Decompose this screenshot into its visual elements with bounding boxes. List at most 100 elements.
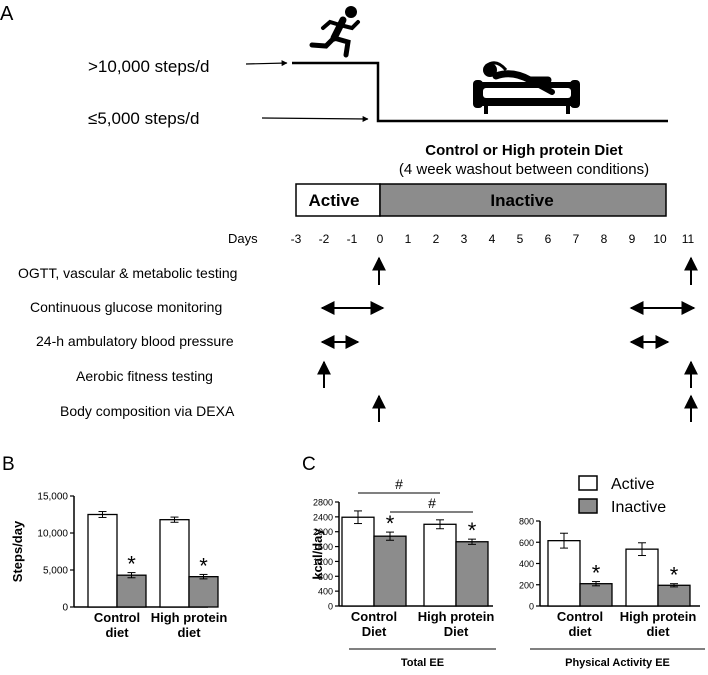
bar-inactive — [373, 535, 407, 607]
y-tick-label: 200 — [519, 580, 534, 590]
active-period-box — [295, 183, 381, 217]
test-label: Aerobic fitness testing — [76, 368, 213, 384]
y-tick-label: 5,000 — [43, 566, 68, 577]
bar-inactive — [116, 574, 147, 608]
legend-active-label: Active — [611, 476, 655, 493]
y-axis-label: Steps/day — [10, 520, 25, 582]
day-tick-label: 2 — [433, 232, 440, 246]
person-on-couch-icon — [473, 61, 580, 114]
y-tick-label: 800 — [318, 572, 333, 582]
day-tick-label: 10 — [653, 232, 667, 246]
test-label: Body composition via DEXA — [60, 403, 235, 419]
y-tick-label: 1600 — [313, 542, 333, 552]
day-tick-label: 8 — [601, 232, 608, 246]
diet-title: Control or High protein Diet — [425, 142, 622, 159]
high-steps-label: >10,000 steps/d — [88, 57, 209, 76]
high-steps-arrow — [245, 60, 288, 67]
bar-inactive — [188, 576, 219, 608]
y-tick-label: 10,000 — [37, 529, 68, 540]
y-tick-label: 1200 — [313, 557, 333, 567]
bar-inactive — [657, 584, 691, 607]
category-label: High protein — [418, 609, 495, 624]
y-tick-label: 2800 — [313, 498, 333, 508]
legend-active-swatch — [578, 475, 598, 491]
active-period-label: Active — [308, 191, 359, 210]
significance-asterisk: * — [386, 511, 395, 536]
category-label: High protein — [620, 609, 697, 624]
y-axis-label: kcal/day — [310, 528, 325, 580]
y-tick-label: 15,000 — [37, 492, 68, 503]
day-tick-label: 1 — [405, 232, 412, 246]
category-label: diet — [177, 625, 201, 640]
group-label: Total EE — [401, 657, 444, 669]
bar-inactive — [579, 583, 613, 607]
bar-active — [547, 540, 581, 607]
inactive-period-label: Inactive — [490, 191, 553, 210]
test-label: 24-h ambulatory blood pressure — [36, 333, 234, 349]
significance-asterisk: * — [468, 518, 477, 543]
day-tick-label: -3 — [291, 232, 302, 246]
day-tick-label: -2 — [319, 232, 330, 246]
y-tick-label: 600 — [519, 538, 534, 548]
y-tick-label: 400 — [318, 587, 333, 597]
inactive-period-box — [379, 183, 667, 217]
y-tick-label: 2400 — [313, 512, 333, 522]
y-tick-label: 800 — [519, 517, 534, 527]
bar-active — [341, 516, 375, 607]
hash-annotation: # — [395, 476, 403, 492]
group-label: Physical Activity EE — [565, 657, 670, 669]
day-tick-label: 4 — [489, 232, 496, 246]
category-label: Diet — [362, 624, 387, 639]
days-label: Days — [228, 231, 258, 246]
day-tick-label: 7 — [573, 232, 580, 246]
bar-active — [159, 519, 190, 608]
significance-asterisk: * — [127, 552, 136, 577]
y-tick-label: 2000 — [313, 527, 333, 537]
legend-inactive-swatch — [578, 498, 598, 514]
panel-b-label: B — [2, 454, 15, 475]
category-label: diet — [568, 624, 592, 639]
y-tick-label: 0 — [328, 602, 333, 612]
hash-annotation: # — [428, 495, 436, 511]
bar-active — [423, 523, 457, 607]
legend-inactive-label: Inactive — [611, 499, 666, 516]
category-label: Control — [351, 609, 397, 624]
test-label: OGTT, vascular & metabolic testing — [18, 265, 237, 281]
day-tick-label: 6 — [545, 232, 552, 246]
day-tick-label: 9 — [629, 232, 636, 246]
y-tick-label: 0 — [529, 602, 534, 612]
chart-total-ee: 0 400 800 1200 1600 2000 2400 2800 kcal/day * Cont… — [310, 476, 496, 669]
bar-inactive — [455, 541, 489, 607]
day-tick-label: 5 — [517, 232, 524, 246]
day-ticks: -3 -2 -1 0 1 2 3 4 5 6 7 8 9 10 11 — [291, 232, 695, 246]
day-tick-label: 3 — [461, 232, 468, 246]
significance-asterisk: * — [199, 553, 208, 578]
category-label: diet — [105, 625, 129, 640]
panel-c-label: C — [302, 454, 316, 475]
y-tick-label: 400 — [519, 559, 534, 569]
test-labels: OGTT, vascular & metabolic testing Contin… — [18, 265, 237, 419]
day-tick-label: 11 — [682, 232, 695, 246]
bar-active — [87, 513, 118, 608]
runner-icon — [309, 6, 360, 58]
category-label: Control — [557, 609, 603, 624]
category-label: High protein — [151, 610, 228, 625]
panel-a-label: A — [0, 3, 14, 25]
test-arrows — [317, 256, 698, 422]
day-tick-label: -1 — [347, 232, 358, 246]
test-label: Continuous glucose monitoring — [30, 299, 222, 315]
significance-asterisk: * — [670, 563, 679, 588]
category-label: Control — [94, 610, 140, 625]
low-steps-arrow — [261, 115, 369, 122]
low-steps-label: ≤5,000 steps/d — [88, 109, 199, 128]
day-tick-label: 0 — [377, 232, 384, 246]
category-label: Diet — [444, 624, 469, 639]
step-profile-line — [292, 61, 668, 123]
legend: Active Inactive — [578, 475, 666, 516]
bar-active — [625, 548, 659, 607]
diet-subtitle: (4 week washout between conditions) — [399, 161, 649, 178]
y-tick-label: 0 — [62, 603, 68, 614]
